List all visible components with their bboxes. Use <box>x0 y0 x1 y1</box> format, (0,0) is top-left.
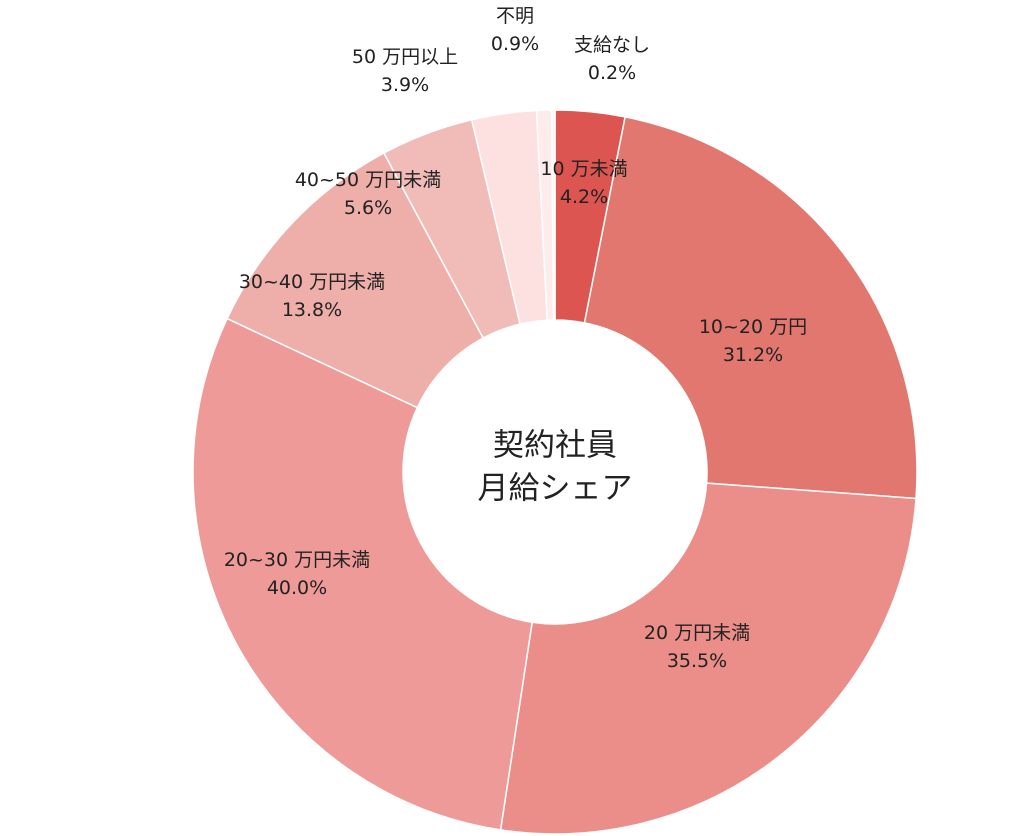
slice-label-4: 20~30 万円未満 <box>224 549 370 571</box>
slice-value-label-4: 40.0% <box>267 577 327 599</box>
slice-value-label-3: 35.5% <box>667 650 727 672</box>
slice-label-8: 不明 <box>496 5 534 27</box>
slice-value-label-7: 3.9% <box>381 74 429 96</box>
labels-group: 10 万未満 4.2% 10~20 万円 31.2% 20 万円未満 35.5% 20~30… <box>224 5 807 672</box>
slice-value-label-9: 0.2% <box>588 62 636 84</box>
slice-value-label-1: 4.2% <box>560 186 608 208</box>
slice-label-5: 30~40 万円未満 <box>239 271 385 293</box>
slice-value-label-6: 5.6% <box>344 197 392 219</box>
slice-label-6: 40~50 万円未満 <box>295 169 441 191</box>
slice-label-7: 50 万円以上 <box>352 46 458 68</box>
slice-label-3: 20 万円未満 <box>644 622 750 644</box>
slice-label-9: 支給なし <box>574 34 650 56</box>
slice-label-2: 10~20 万円 <box>699 316 807 338</box>
center-title-line-2: 月給シェア <box>478 471 633 507</box>
slice-value-label-5: 13.8% <box>282 299 342 321</box>
slice-value-label-8: 0.9% <box>491 33 539 55</box>
center-title-line-1: 契約社員 <box>493 428 617 464</box>
slice-value-label-2: 31.2% <box>723 344 783 366</box>
slice-label-1: 10 万未満 <box>540 158 627 180</box>
donut-hole <box>403 320 707 624</box>
